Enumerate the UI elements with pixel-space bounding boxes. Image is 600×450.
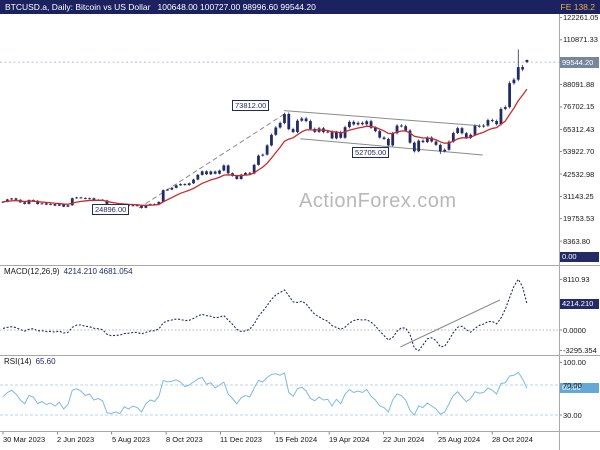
current-price-tag: 99544.20 bbox=[560, 57, 599, 68]
time-axis-label: 15 Feb 2024 bbox=[275, 435, 318, 444]
macd-header: MACD(12,26,9) 4214.210 4681.054 bbox=[4, 267, 133, 276]
price-axis-tick: 31143.25 bbox=[563, 192, 594, 201]
time-axis-label: 30 Mar 2023 bbox=[3, 435, 46, 444]
low-price-label: 24896.00 bbox=[92, 204, 130, 215]
time-axis-label: 22 Jun 2024 bbox=[383, 435, 425, 444]
rsi-timeaxis-separator bbox=[0, 431, 600, 432]
ohlc-readout: 100648.00 100727.00 98996.60 99544.20 bbox=[157, 2, 316, 12]
macd-name: MACD(12,26,9) bbox=[4, 267, 60, 276]
time-axis-label: 11 Dec 2023 bbox=[220, 435, 262, 444]
zero-level-tag: 0.00 bbox=[560, 252, 599, 262]
rsi-pane[interactable] bbox=[0, 356, 559, 431]
rsi-value-tag: 65.60 bbox=[560, 383, 599, 393]
price-axis-tick: 42532.98 bbox=[563, 170, 595, 179]
time-axis-label: 25 Aug 2024 bbox=[438, 435, 481, 444]
rsi-header: RSI(14) 65.60 bbox=[4, 357, 56, 366]
price-chart-pane[interactable] bbox=[0, 14, 559, 265]
time-axis-label: 2 Jun 2023 bbox=[57, 435, 95, 444]
rsi-axis-tick: 100.00 bbox=[563, 358, 586, 367]
price-axis-tick: 65312.43 bbox=[563, 125, 595, 134]
macd-rsi-separator[interactable] bbox=[0, 355, 600, 356]
macd-axis-tick: -3295.354 bbox=[563, 346, 597, 355]
fib-expansion-label: FE 138.2 bbox=[560, 2, 596, 12]
time-axis-label: 5 Aug 2023 bbox=[112, 435, 150, 444]
price-axis-tick: 110871.33 bbox=[563, 35, 598, 44]
macd-values: 4214.210 4681.054 bbox=[63, 267, 133, 276]
rsi-axis-tick: 30.00 bbox=[563, 411, 582, 420]
peak-price-label: 73812.00 bbox=[232, 100, 270, 111]
price-axis-tick: 76702.15 bbox=[563, 102, 595, 111]
macd-pane[interactable] bbox=[0, 266, 559, 355]
mid-price-label: 52705.00 bbox=[352, 147, 390, 158]
time-axis-label: 28 Oct 2024 bbox=[492, 435, 533, 444]
time-axis-label: 8 Oct 2023 bbox=[166, 435, 203, 444]
price-axis-tick: 88091.88 bbox=[563, 80, 595, 89]
price-axis-tick: 19753.53 bbox=[563, 214, 595, 223]
price-axis-tick: 53922.70 bbox=[563, 147, 595, 156]
time-axis-label: 19 Apr 2024 bbox=[329, 435, 370, 444]
macd-value-tag: 4214.210 bbox=[560, 299, 599, 309]
price-macd-separator[interactable] bbox=[0, 265, 600, 266]
actionforex-watermark: ActionForex.com bbox=[299, 190, 457, 212]
price-axis-separator bbox=[559, 14, 560, 450]
price-axis-tick: 122261.05 bbox=[563, 13, 599, 22]
symbol-title: BTCUSD.a, Daily: Bitcoin vs US Dollar bbox=[5, 2, 151, 12]
rsi-axis-tick: 70.00 bbox=[563, 381, 582, 390]
rsi-name: RSI(14) bbox=[4, 357, 32, 366]
macd-axis-tick: 8110.93 bbox=[563, 275, 590, 284]
price-axis-tick: 8363.80 bbox=[563, 237, 591, 246]
rsi-value: 65.60 bbox=[35, 357, 56, 366]
chart-title-bar: BTCUSD.a, Daily: Bitcoin vs US Dollar 100… bbox=[0, 0, 600, 14]
symbol-ohlc-group: BTCUSD.a, Daily: Bitcoin vs US Dollar 100… bbox=[5, 2, 316, 12]
macd-axis-tick: 0.0000 bbox=[563, 326, 586, 335]
